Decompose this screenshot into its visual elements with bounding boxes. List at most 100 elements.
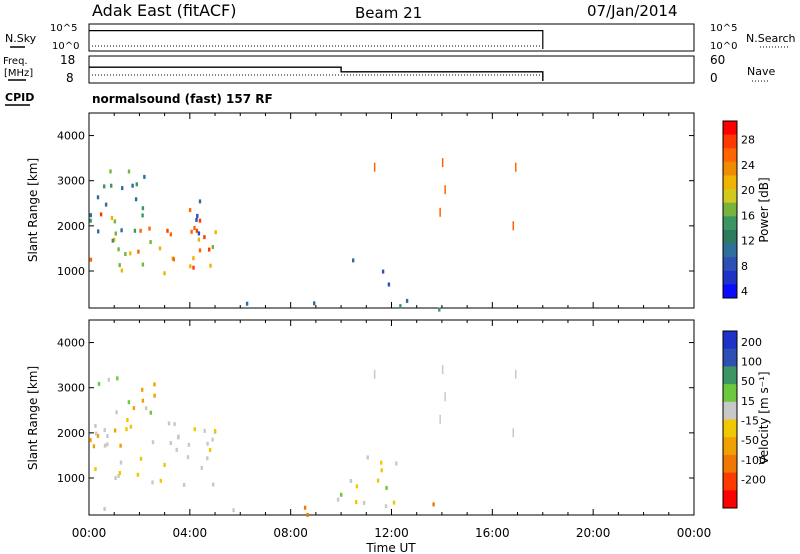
colorbar-swatch bbox=[723, 454, 737, 474]
colorbar-swatch bbox=[723, 189, 737, 204]
y-tick-label: 2000 bbox=[57, 220, 85, 233]
colorbar-swatch bbox=[723, 419, 737, 438]
noise-left-tick-bottom: 10^0 bbox=[52, 41, 79, 52]
data-cell bbox=[169, 441, 172, 446]
data-cell bbox=[206, 456, 209, 461]
data-cell bbox=[193, 427, 196, 432]
data-cell bbox=[143, 174, 146, 179]
data-cell bbox=[117, 247, 120, 252]
colorbar-swatch bbox=[723, 472, 737, 491]
data-cell bbox=[132, 406, 136, 411]
data-cell bbox=[373, 369, 376, 379]
colorbar-tick-label: 16 bbox=[741, 209, 755, 222]
data-cell bbox=[89, 438, 92, 443]
data-cell bbox=[366, 455, 369, 460]
data-cell bbox=[166, 228, 169, 233]
data-cell bbox=[209, 263, 212, 268]
colorbar-tick-label: -100 bbox=[741, 454, 766, 467]
x-tick-label: 20:00 bbox=[576, 526, 611, 540]
data-cell bbox=[141, 213, 144, 218]
data-cell bbox=[149, 240, 152, 245]
colorbar-tick-label: 24 bbox=[741, 159, 755, 172]
data-cell bbox=[103, 443, 107, 448]
data-cell bbox=[125, 427, 128, 432]
colorbar-tick-label: 100 bbox=[741, 355, 762, 368]
data-cell bbox=[118, 263, 121, 268]
data-cell bbox=[303, 505, 307, 510]
freq-left-tick-bottom: 8 bbox=[66, 71, 74, 85]
data-cell bbox=[89, 257, 93, 262]
data-cell bbox=[103, 184, 106, 189]
data-cell bbox=[114, 231, 117, 236]
data-cell bbox=[135, 182, 138, 187]
data-cell bbox=[197, 231, 201, 236]
data-cell bbox=[376, 478, 380, 483]
data-cell bbox=[89, 213, 92, 218]
data-cell bbox=[212, 482, 215, 487]
data-cell bbox=[92, 444, 96, 449]
data-cell bbox=[120, 268, 124, 273]
data-cell bbox=[355, 484, 359, 489]
data-cell bbox=[198, 248, 202, 253]
colorbar-swatch bbox=[723, 284, 737, 299]
data-cell bbox=[149, 410, 152, 415]
data-cell bbox=[355, 500, 358, 505]
freq-right-tick-bottom: 0 bbox=[710, 71, 718, 85]
data-cell bbox=[153, 393, 156, 398]
data-cell bbox=[385, 485, 388, 490]
data-cell bbox=[117, 474, 120, 478]
data-cell bbox=[96, 433, 100, 438]
velocity-colorbar: 200 100 50 15 -15 -50 -100 -200 bbox=[722, 330, 766, 509]
data-cell bbox=[163, 271, 166, 276]
data-cell bbox=[126, 418, 129, 422]
y-tick-label: 1000 bbox=[57, 472, 85, 485]
data-cell bbox=[211, 437, 214, 442]
data-cell bbox=[432, 502, 435, 507]
data-cell bbox=[148, 226, 151, 231]
power-panel-frame bbox=[88, 112, 695, 309]
y-tick-label: 4000 bbox=[57, 130, 85, 143]
power-ylabel: Slant Range [km] bbox=[26, 158, 40, 262]
data-cell bbox=[206, 441, 209, 446]
x-tick-label: 08:00 bbox=[273, 526, 308, 540]
noise-left-tick-top: 10^5 bbox=[50, 23, 77, 34]
colorbar-tick-label: 4 bbox=[741, 285, 748, 298]
freq-left-label-1: Freq. bbox=[3, 56, 28, 67]
data-cell bbox=[340, 492, 343, 497]
data-cell bbox=[512, 221, 514, 231]
noise-sky-line bbox=[89, 30, 544, 49]
x-tick-label: 16:00 bbox=[475, 526, 510, 540]
data-cell bbox=[124, 252, 127, 256]
data-cell bbox=[131, 183, 134, 188]
data-cell bbox=[110, 216, 114, 220]
data-cell bbox=[115, 410, 118, 415]
colorbar-swatch bbox=[723, 161, 737, 176]
y-tick-label: 3000 bbox=[57, 175, 85, 188]
data-cell bbox=[352, 258, 355, 263]
data-cell bbox=[198, 218, 202, 223]
data-cell bbox=[195, 228, 199, 233]
cpid-label: CPID bbox=[5, 91, 34, 104]
data-cell bbox=[169, 232, 172, 237]
data-cell bbox=[192, 256, 195, 261]
beam-title: Beam 21 bbox=[355, 4, 422, 22]
data-cell bbox=[114, 476, 117, 481]
data-cell bbox=[113, 219, 117, 224]
y-tick-label: 4000 bbox=[57, 337, 85, 350]
data-cell bbox=[99, 212, 103, 217]
data-cell bbox=[141, 206, 145, 211]
data-cell bbox=[129, 424, 133, 429]
data-cell bbox=[439, 414, 441, 424]
data-cell bbox=[192, 265, 195, 270]
colorbar-tick-label: 20 bbox=[741, 184, 755, 197]
data-cell bbox=[163, 462, 166, 467]
colorbar-swatch bbox=[723, 121, 737, 136]
colorbar-swatch bbox=[723, 243, 737, 258]
data-cell bbox=[208, 448, 212, 452]
freq-right-tick-top: 60 bbox=[710, 53, 725, 67]
data-cell bbox=[97, 229, 100, 234]
data-cell bbox=[106, 434, 109, 439]
data-cell bbox=[94, 467, 97, 472]
noise-panel-frame bbox=[88, 23, 695, 52]
data-cell bbox=[141, 387, 144, 392]
